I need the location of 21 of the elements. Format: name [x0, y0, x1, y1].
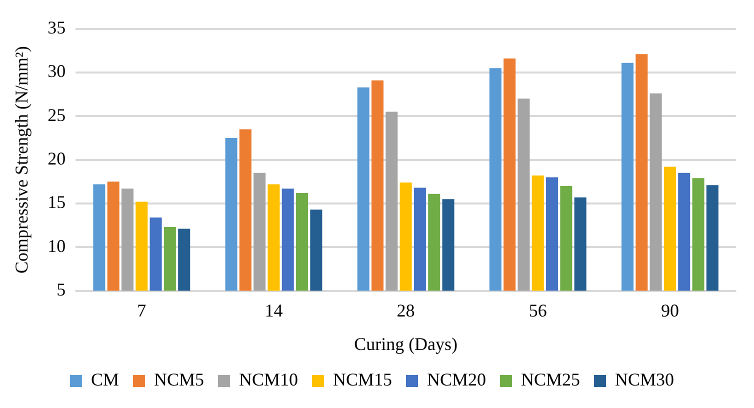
y-tick-label: 35 [48, 18, 66, 38]
legend-label: NCM5 [154, 370, 204, 390]
legend-label: CM [90, 370, 119, 390]
x-tick-label: 56 [528, 300, 547, 320]
y-tick-label: 30 [48, 61, 66, 82]
y-tick-label: 10 [48, 236, 66, 256]
x-tick-label: 28 [396, 300, 415, 320]
y-tick-label: 15 [48, 192, 66, 212]
legend-label: NCM25 [521, 370, 580, 390]
y-tick-label: 25 [48, 104, 66, 125]
legend-label: NCM15 [332, 370, 392, 390]
y-axis-title: Compressive Strength (N/mm²) [12, 46, 32, 274]
x-axis-title: Curing (Days) [354, 334, 458, 354]
legend-label: NCM10 [238, 370, 298, 390]
legend-label: NCM20 [427, 370, 486, 390]
legend-label: NCM30 [615, 370, 674, 390]
y-tick-label: 20 [48, 148, 66, 169]
y-tick-label: 5 [56, 280, 66, 300]
x-tick-label: 90 [660, 300, 679, 320]
x-tick-label: 7 [137, 300, 146, 320]
x-tick-label: 14 [264, 300, 283, 320]
